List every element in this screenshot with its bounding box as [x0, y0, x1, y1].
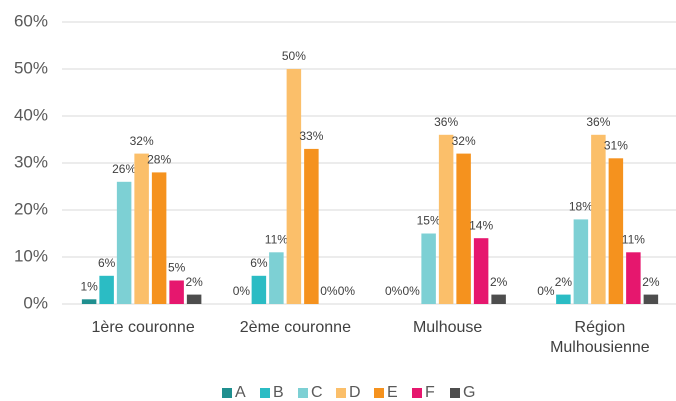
x-tick-label: 1ère couronne [91, 319, 195, 336]
data-label: 18% [569, 200, 593, 214]
y-tick-label: 30% [14, 152, 48, 171]
legend-label: C [311, 384, 323, 401]
x-tick-label: 2ème couronne [239, 319, 351, 336]
legend-label: B [273, 384, 284, 401]
data-label: 26% [112, 162, 136, 176]
y-tick-label: 20% [14, 199, 48, 218]
y-tick-label: 50% [14, 58, 48, 77]
data-label: 50% [282, 49, 306, 63]
data-label: 32% [130, 134, 154, 148]
y-tick-label: 60% [14, 11, 48, 30]
data-label: 5% [168, 261, 186, 275]
data-label: 0% [233, 284, 251, 298]
data-label: 6% [98, 256, 116, 270]
data-label: 2% [490, 275, 508, 289]
bar [491, 294, 506, 304]
data-label: 36% [586, 115, 610, 129]
bar [286, 69, 302, 304]
legend-swatch [412, 388, 422, 398]
data-label: 11% [622, 232, 645, 246]
bar [151, 172, 167, 304]
data-label: 0% [537, 284, 555, 298]
legend-label: A [235, 384, 246, 401]
bar [269, 252, 284, 304]
data-label: 0% [320, 284, 338, 298]
legend-swatch [298, 388, 308, 398]
data-label: 2% [642, 275, 660, 289]
bar [116, 181, 132, 304]
y-tick-label: 0% [23, 293, 48, 312]
data-label: 28% [147, 153, 171, 167]
y-tick-label: 10% [14, 246, 48, 265]
bar [473, 238, 489, 304]
legend-swatch [260, 388, 270, 398]
bar [304, 148, 319, 304]
bar [573, 219, 589, 304]
data-label: 0% [385, 284, 403, 298]
data-label: 15% [417, 214, 441, 228]
data-label: 0% [338, 284, 356, 298]
legend-swatch [374, 388, 384, 398]
data-label: 6% [250, 256, 268, 270]
bar [169, 280, 184, 304]
data-label: 0% [402, 284, 420, 298]
data-label: 36% [434, 115, 458, 129]
bar [456, 153, 471, 304]
data-label: 31% [604, 138, 628, 152]
data-label: 33% [299, 129, 323, 143]
legend-swatch [222, 388, 232, 398]
data-label: 14% [469, 218, 493, 232]
bar [134, 153, 149, 304]
data-label: 11% [265, 232, 288, 246]
legend-label: D [349, 384, 361, 401]
data-label: 32% [452, 134, 476, 148]
legend-swatch [450, 388, 460, 398]
data-label: 1% [80, 279, 98, 293]
bar [81, 299, 97, 304]
data-label: 2% [185, 275, 203, 289]
bar [608, 158, 624, 304]
bar [251, 275, 267, 304]
data-label: 2% [555, 275, 573, 289]
legend-label: E [387, 384, 398, 401]
y-tick-label: 40% [14, 105, 48, 124]
legend-swatch [336, 388, 346, 398]
bar [438, 134, 454, 304]
bar [421, 233, 436, 304]
bar [186, 294, 202, 304]
bar [643, 294, 659, 304]
legend-label: F [425, 384, 435, 401]
bar [591, 134, 606, 304]
legend-label: G [463, 384, 475, 401]
bar [556, 294, 571, 304]
x-tick-label: Région Mulhousienne [550, 319, 650, 356]
bar [99, 275, 114, 304]
bar [626, 252, 641, 304]
x-tick-label: Mulhouse [412, 319, 483, 336]
